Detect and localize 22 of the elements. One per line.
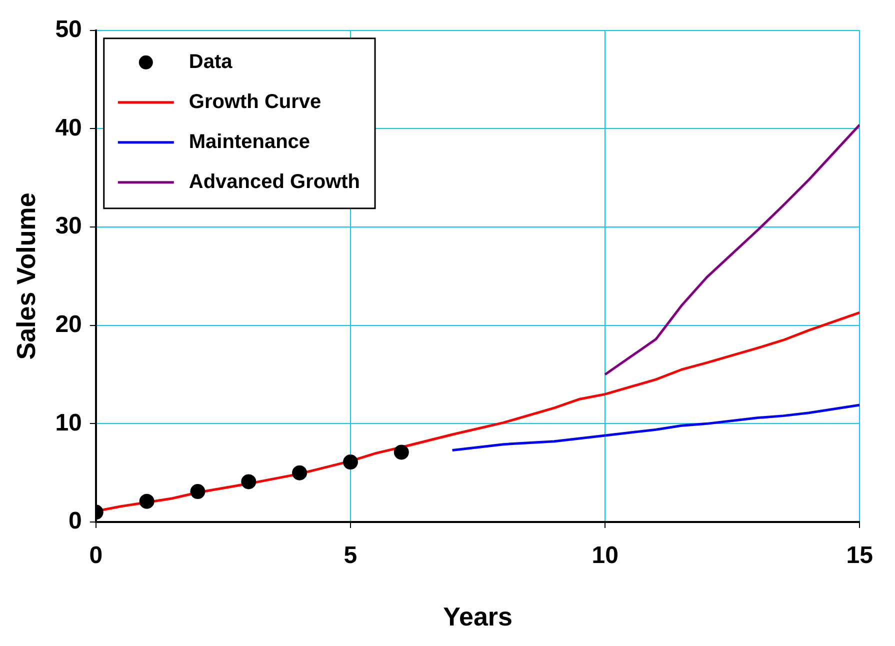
x-axis-title: Years <box>443 602 512 632</box>
y-tick-label: 30 <box>55 212 82 240</box>
x-tick-label: 5 <box>344 542 358 570</box>
x-tick-label: 10 <box>592 542 618 570</box>
y-tick-label: 0 <box>68 508 82 535</box>
point <box>394 444 409 460</box>
legend-label: Maintenance <box>188 130 310 153</box>
y-tick-label: 20 <box>55 310 82 338</box>
y-tick-label: 50 <box>55 16 82 44</box>
legend-label: Growth Curve <box>188 90 322 113</box>
y-tick-label: 40 <box>55 114 82 142</box>
point <box>292 465 308 480</box>
x-tick-label: 15 <box>846 542 874 570</box>
y-axis-title: Sales Volume <box>10 192 41 360</box>
point <box>241 474 256 490</box>
y-tick-label: 10 <box>55 409 82 436</box>
x-tick-label: 0 <box>89 542 103 570</box>
point <box>342 454 358 470</box>
point <box>139 494 154 509</box>
legend-label: Advanced Growth <box>188 170 360 193</box>
point <box>190 484 206 500</box>
legend-label: Data <box>188 50 234 73</box>
